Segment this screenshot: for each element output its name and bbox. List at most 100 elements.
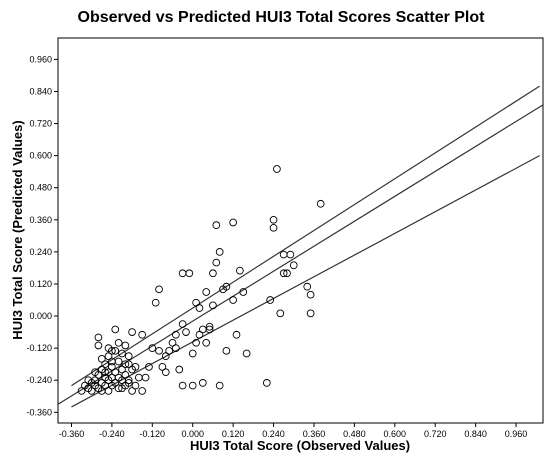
- data-point: [124, 379, 133, 387]
- data-points: [77, 165, 325, 395]
- data-point: [168, 338, 177, 347]
- data-point: [121, 371, 130, 379]
- data-point: [145, 363, 153, 371]
- data-point: [205, 322, 214, 331]
- data-point: [104, 387, 113, 395]
- x-tick-label: -0.120: [140, 429, 166, 439]
- plot-area: [57, 37, 544, 424]
- data-point: [175, 365, 184, 374]
- x-tick-label: 0.960: [505, 429, 528, 439]
- data-point: [158, 363, 167, 371]
- data-point: [84, 376, 93, 385]
- data-point: [108, 346, 116, 355]
- x-tick-label: 0.600: [384, 429, 407, 439]
- data-point: [269, 223, 278, 232]
- data-point: [276, 309, 285, 318]
- data-point: [215, 248, 224, 256]
- data-point: [91, 368, 99, 377]
- data-point: [242, 349, 251, 358]
- y-tick-label: 0.480: [29, 183, 52, 193]
- y-tick-label: 0.240: [29, 247, 52, 257]
- y-tick-label: 0.840: [29, 86, 52, 96]
- data-point: [209, 269, 217, 278]
- data-point: [155, 285, 163, 294]
- data-point: [269, 215, 278, 224]
- data-point: [236, 266, 244, 275]
- data-point: [303, 282, 312, 291]
- data-point: [172, 330, 180, 339]
- data-point: [195, 330, 204, 339]
- y-tick-label: -0.120: [26, 343, 52, 353]
- data-point: [141, 373, 150, 382]
- data-point: [148, 344, 157, 352]
- y-tick-label: -0.360: [26, 407, 52, 417]
- data-point: [161, 352, 170, 361]
- data-point: [266, 296, 275, 304]
- data-point: [161, 368, 170, 377]
- data-point: [121, 341, 130, 350]
- data-point: [165, 346, 173, 355]
- regression-line: [57, 104, 544, 405]
- data-point: [108, 363, 116, 371]
- data-point: [289, 261, 298, 270]
- data-point: [306, 309, 315, 318]
- x-tick-label: 0.720: [424, 429, 447, 439]
- x-tick-label: 0.120: [222, 429, 245, 439]
- regression-line: [71, 155, 540, 408]
- data-point: [192, 298, 200, 307]
- data-point: [185, 269, 194, 278]
- data-point: [131, 363, 140, 371]
- y-tick-label: 0.360: [29, 215, 52, 225]
- data-point: [77, 387, 86, 395]
- data-point: [108, 357, 116, 366]
- data-point: [182, 328, 190, 336]
- y-axis-label: HUI3 Total Score (Predicted Values): [10, 120, 25, 339]
- y-tick-label: -0.240: [26, 375, 52, 385]
- x-tick-label: -0.240: [99, 429, 125, 439]
- data-point: [94, 341, 103, 350]
- data-point: [188, 381, 197, 390]
- data-point: [316, 199, 325, 208]
- data-point: [212, 258, 221, 267]
- data-point: [202, 288, 211, 296]
- data-point: [229, 296, 237, 304]
- data-point: [279, 269, 288, 278]
- data-point: [222, 346, 231, 355]
- data-point: [212, 221, 221, 230]
- data-point: [114, 384, 123, 393]
- y-axis: -0.360 -0.240 -0.120 0.000 0.120 0.240 0.360 0.…: [26, 54, 58, 417]
- data-point: [101, 368, 110, 377]
- y-tick-label: 0.720: [29, 119, 52, 129]
- data-point: [138, 387, 147, 395]
- data-point: [114, 338, 123, 347]
- x-tick-label: 0.840: [464, 429, 487, 439]
- data-point: [283, 269, 291, 278]
- data-point: [155, 346, 163, 355]
- data-point: [111, 325, 120, 334]
- y-tick-label: 0.120: [29, 279, 52, 289]
- data-point: [101, 360, 110, 369]
- data-point: [94, 333, 103, 342]
- x-axis: -0.360 -0.240 -0.120 0.000 0.120 0.240 0.360 0.…: [59, 423, 528, 439]
- data-point: [131, 381, 140, 390]
- data-point: [151, 298, 160, 307]
- data-point: [205, 325, 214, 334]
- data-point: [306, 290, 315, 299]
- data-point: [121, 360, 130, 369]
- x-tick-label: -0.360: [59, 429, 85, 439]
- data-point: [118, 384, 126, 393]
- data-point: [273, 165, 281, 173]
- data-point: [192, 338, 200, 347]
- data-point: [188, 349, 197, 358]
- data-point: [118, 349, 126, 358]
- data-point: [202, 338, 211, 347]
- data-point: [229, 218, 237, 227]
- data-point: [87, 387, 96, 395]
- data-point: [178, 320, 187, 328]
- data-point: [215, 381, 224, 390]
- data-point: [172, 344, 180, 352]
- regression-line: [71, 85, 540, 387]
- data-point: [262, 379, 271, 387]
- data-point: [198, 379, 207, 387]
